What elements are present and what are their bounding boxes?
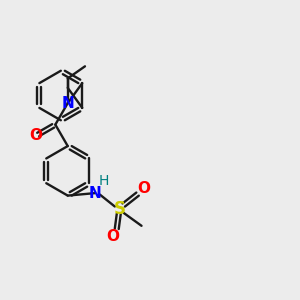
Text: H: H xyxy=(99,174,109,188)
Text: N: N xyxy=(61,96,74,111)
Text: O: O xyxy=(106,229,119,244)
Text: O: O xyxy=(137,181,151,196)
Text: N: N xyxy=(88,186,101,201)
Text: O: O xyxy=(29,128,43,143)
Text: S: S xyxy=(114,200,126,218)
